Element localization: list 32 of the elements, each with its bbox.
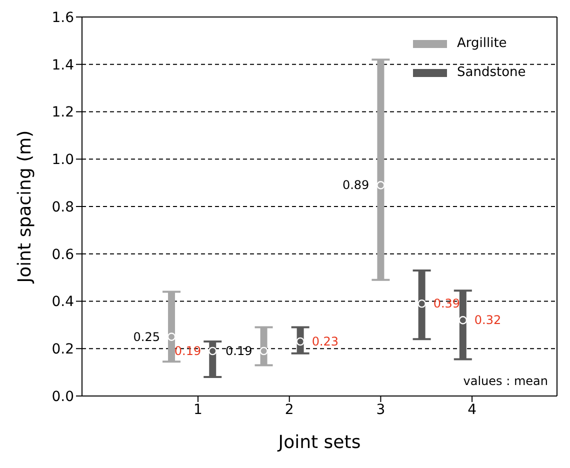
y-tick-label: 0.8 xyxy=(52,199,74,216)
data-label: 0.25 xyxy=(133,330,160,344)
y-tick-label: 1.2 xyxy=(52,104,74,121)
y-tick-label: 1.0 xyxy=(52,152,74,168)
point xyxy=(208,346,217,356)
point xyxy=(458,316,468,324)
legend-label: Argillite xyxy=(457,36,507,51)
data-label: 0.23 xyxy=(312,334,339,349)
legend-label: Sandstone xyxy=(457,65,526,80)
x-tick-label: 3 xyxy=(376,402,386,418)
data-label: 0.39 xyxy=(433,296,460,311)
x-tick-label: 1 xyxy=(194,402,202,418)
data-label: 0.19 xyxy=(174,344,202,358)
point xyxy=(296,337,304,346)
y-tick-label: 1.4 xyxy=(52,57,74,74)
y-tick-label: 0.2 xyxy=(52,342,74,358)
y-tick-label: 0.0 xyxy=(52,388,74,405)
x-tick-label: 4 xyxy=(468,402,477,418)
point xyxy=(418,299,426,308)
x-tick-label: 2 xyxy=(284,402,294,418)
point xyxy=(376,181,385,190)
data-label: 0.19 xyxy=(226,344,252,358)
data-label: 0.89 xyxy=(342,178,370,192)
point xyxy=(167,332,176,341)
y-tick-label: 1.6 xyxy=(52,10,74,26)
data-label: 0.32 xyxy=(474,313,502,328)
x-axis-title: Joint sets xyxy=(277,432,361,453)
point xyxy=(260,346,268,356)
y-tick-label: 0.4 xyxy=(52,294,74,310)
y-axis-title: Joint spacing (m) xyxy=(14,130,36,284)
annotation: values : mean xyxy=(463,374,548,388)
y-tick-label: 0.6 xyxy=(52,246,74,263)
